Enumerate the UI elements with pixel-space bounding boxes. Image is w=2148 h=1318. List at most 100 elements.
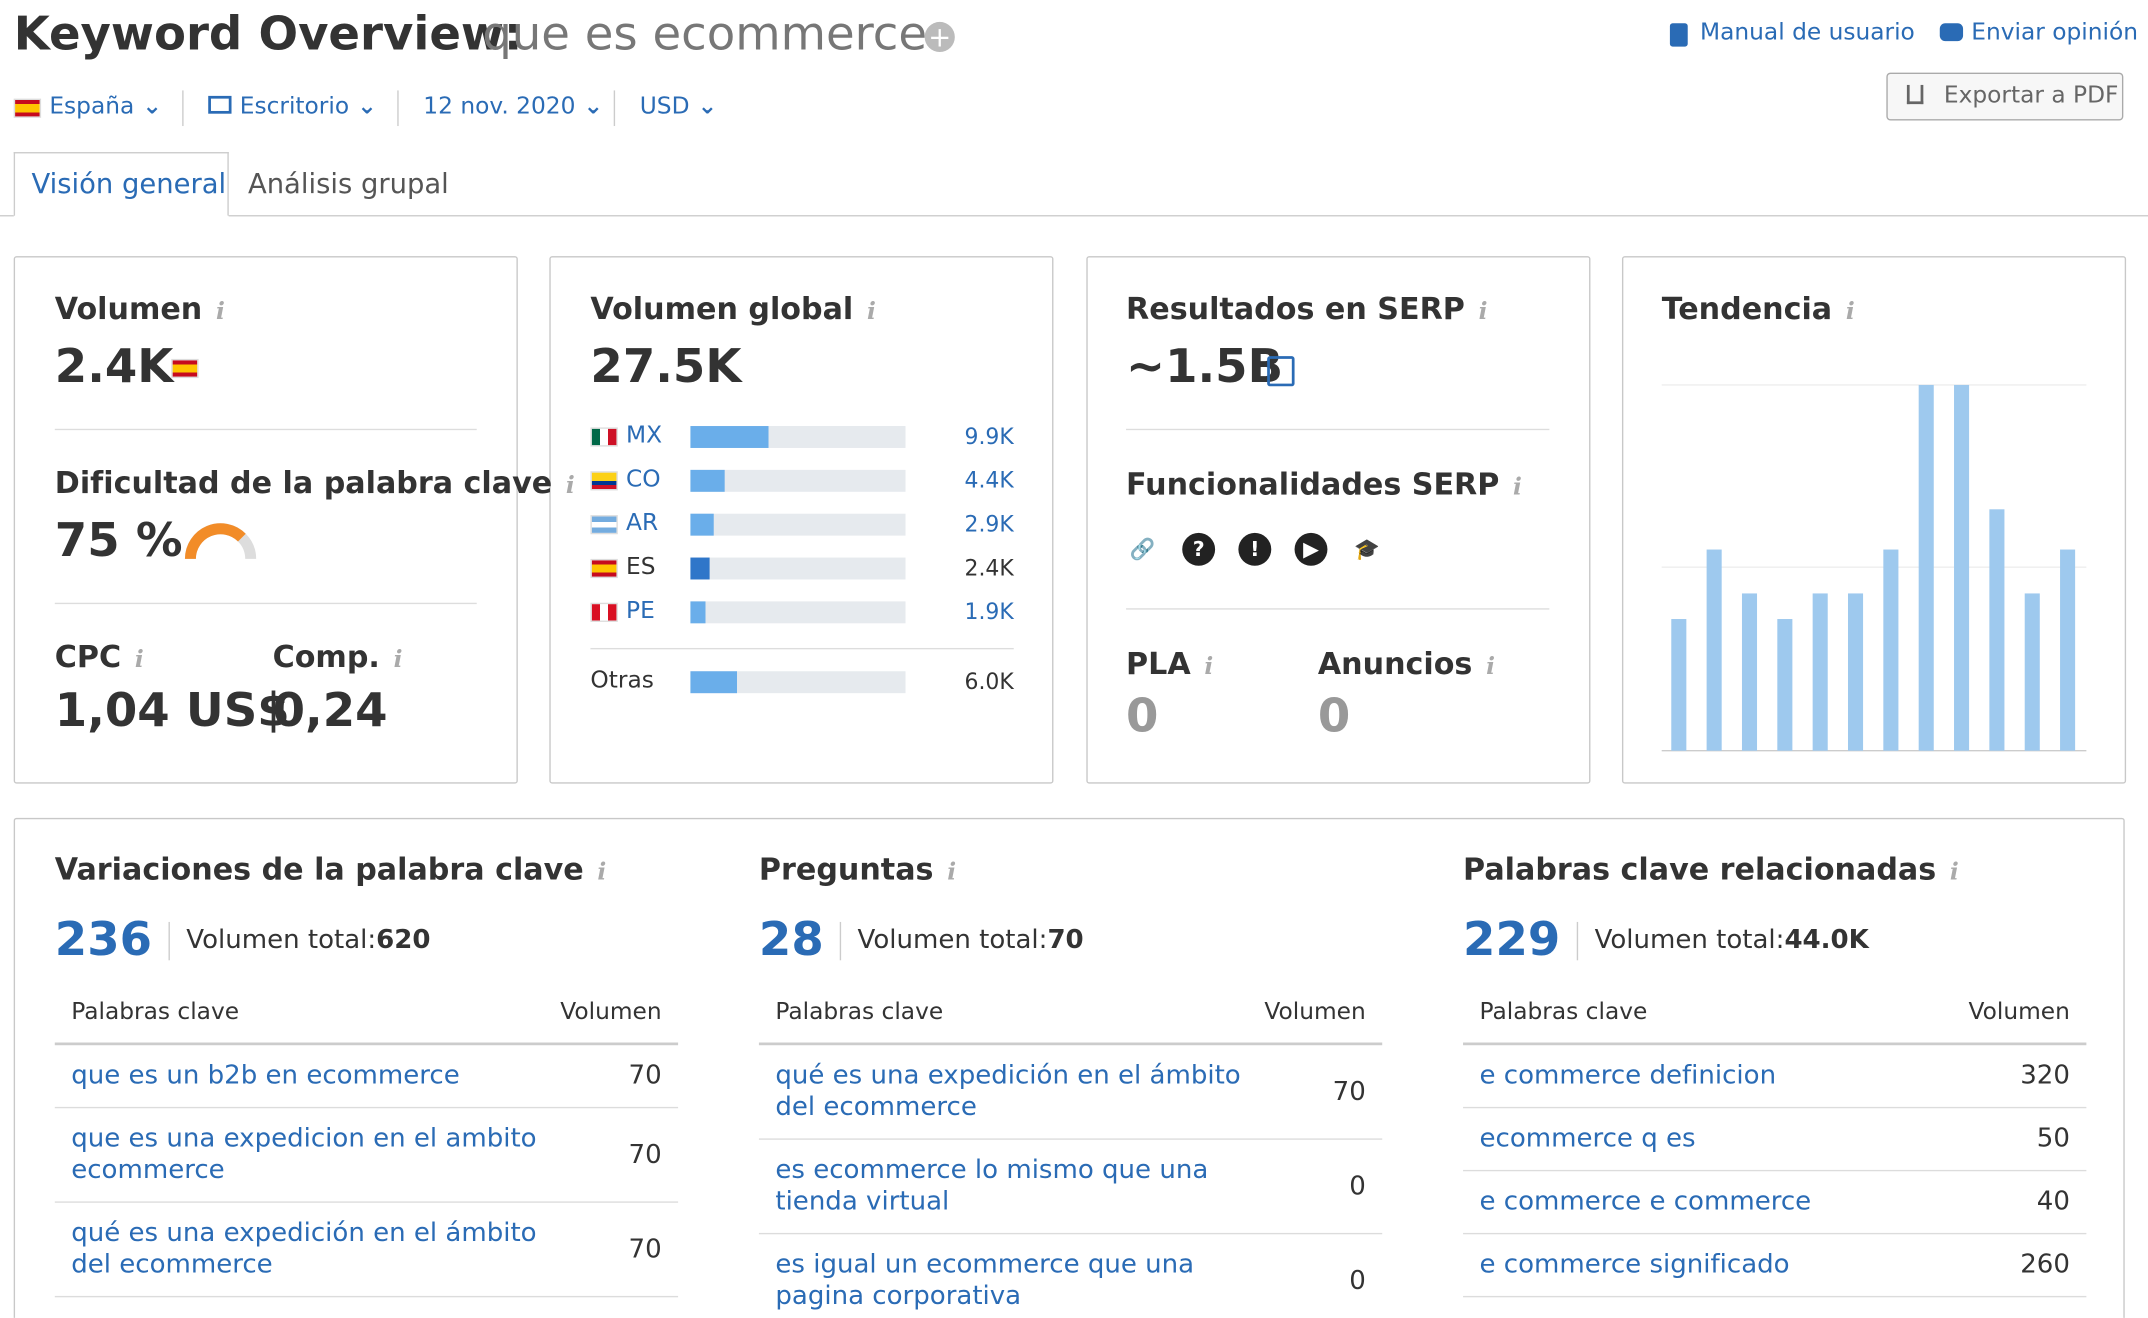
- info-icon[interactable]: i: [134, 647, 144, 675]
- card: [1621, 256, 2127, 784]
- country-code[interactable]: CO: [626, 466, 661, 494]
- tab[interactable]: Análisis grupal: [247, 166, 449, 200]
- keyword-table: Palabras clave Volumen que es un b2b en ec…: [54, 990, 679, 1298]
- filter[interactable]: 12 nov. 2020 ⌄: [423, 93, 604, 122]
- country-code[interactable]: PE: [626, 597, 655, 626]
- keyword-link[interactable]: qué es una expedición en el ámbito del e…: [71, 1217, 537, 1280]
- keyword-volume: 260: [2020, 1249, 2070, 1280]
- info-icon[interactable]: i: [1478, 299, 1488, 327]
- keyword-link[interactable]: e commerce definicion: [1479, 1060, 1777, 1091]
- column-header: Palabras clave: [71, 998, 240, 1027]
- card-label: Funcionalidades SERP i: [1126, 468, 1522, 504]
- keyword-link[interactable]: es igual un ecommerce que una pagina cor…: [775, 1249, 1195, 1311]
- card-label: PLA i: [1126, 648, 1214, 683]
- bar-track: [690, 671, 906, 694]
- country-code[interactable]: MX: [626, 422, 663, 450]
- card-label: Comp. i: [272, 641, 403, 676]
- trend-bar: [2060, 549, 2076, 751]
- keyword: que es ecommerce: [482, 6, 928, 62]
- trend-bar: [1989, 509, 2005, 751]
- country-code[interactable]: AR: [626, 510, 659, 538]
- export-button[interactable]: Exportar a PDF: [1886, 72, 2124, 121]
- table-row: qué es una expedición en el ámbito del e…: [758, 1045, 1383, 1140]
- info-icon[interactable]: i: [393, 647, 403, 675]
- tab[interactable]: Visión general: [31, 166, 227, 200]
- serp-feature-icon[interactable]: 🎓: [1354, 537, 1380, 562]
- table-row: es ecommerce lo mismo que una tienda vir…: [758, 1140, 1383, 1235]
- keyword-table: Palabras clave Volumen e commerce definici…: [1463, 990, 2087, 1298]
- help-link[interactable]: Manual de usuario: [1700, 19, 1915, 48]
- trend-bar: [1671, 619, 1687, 751]
- card-label: Dificultad de la palabra clave i: [54, 467, 575, 502]
- filter[interactable]: USD ⌄: [639, 93, 718, 122]
- add-icon[interactable]: +: [924, 21, 955, 53]
- card-value: 0: [1126, 688, 1159, 744]
- serp-feature-icon[interactable]: ?: [1182, 532, 1216, 566]
- info-icon[interactable]: i: [1486, 653, 1495, 682]
- column-header: Palabras clave: [1479, 998, 1648, 1027]
- panel-count[interactable]: 229: [1463, 912, 1561, 968]
- table-row: e commerce significado 260: [1463, 1234, 2087, 1298]
- info-icon[interactable]: i: [1845, 299, 1855, 327]
- serp-feature-icon[interactable]: !: [1238, 532, 1272, 566]
- chevron[interactable]: ⌄: [689, 93, 718, 122]
- keyword-volume: 70: [1332, 1076, 1366, 1107]
- card-label: Resultados en SERP i: [1126, 293, 1488, 328]
- card-value: 75 %: [54, 513, 183, 569]
- total-number: 44.0K: [1784, 924, 1869, 956]
- serp-feature-icon[interactable]: 🔗: [1129, 537, 1156, 562]
- card-value: 2.4K: [54, 339, 174, 395]
- panel-count[interactable]: 28: [758, 912, 824, 968]
- info-icon[interactable]: i: [866, 299, 876, 327]
- card-label: Variaciones de la palabra clave i: [54, 853, 607, 889]
- gauge-fill: [184, 523, 246, 560]
- info-icon[interactable]: i: [1513, 474, 1522, 502]
- info-icon[interactable]: i: [597, 859, 607, 887]
- trend-bar: [1918, 384, 1934, 751]
- total-label: Volumen total:620: [186, 924, 431, 956]
- info-icon[interactable]: i: [565, 473, 575, 501]
- chevron[interactable]: ⌄: [134, 93, 162, 122]
- keyword-link[interactable]: que es un b2b en ecommerce: [71, 1060, 460, 1091]
- table-row: que es un b2b en ecommerce 70: [54, 1045, 679, 1109]
- divider: [1126, 428, 1550, 431]
- info-icon[interactable]: i: [1949, 859, 1959, 887]
- separator: [397, 90, 399, 127]
- panel-count[interactable]: 236: [54, 912, 153, 968]
- export-icon: [1906, 84, 1924, 105]
- serp-feature-icon[interactable]: ▶: [1294, 532, 1328, 566]
- keyword-link[interactable]: e commerce significado: [1479, 1249, 1790, 1280]
- keyword-link[interactable]: qué es una expedición en el ámbito del e…: [775, 1060, 1241, 1122]
- trend-box: [1658, 370, 2096, 760]
- trend-bar: [1954, 384, 1970, 751]
- chevron[interactable]: ⌄: [575, 93, 604, 122]
- card: [13, 817, 2125, 1318]
- card-value: 0,24: [272, 683, 388, 739]
- separator: [839, 921, 842, 961]
- trend-bar: [1706, 549, 1722, 751]
- trend-bar: [1777, 619, 1793, 751]
- keyword-link[interactable]: es ecommerce lo mismo que una tienda vir…: [775, 1154, 1209, 1217]
- info-icon[interactable]: i: [215, 299, 225, 327]
- bar: [690, 513, 714, 536]
- total-number: 620: [376, 924, 431, 956]
- trend-bar: [1812, 593, 1828, 751]
- table-row: que es una expedicion en el ambito ecomm…: [54, 1108, 679, 1203]
- tab-active[interactable]: [13, 152, 229, 217]
- divider: [590, 647, 1014, 650]
- keyword-link[interactable]: que es una expedicion en el ambito ecomm…: [71, 1123, 537, 1185]
- filter[interactable]: España ⌄: [49, 93, 162, 122]
- trend-bar: [1741, 593, 1758, 751]
- keyword-volume: 50: [2036, 1123, 2070, 1154]
- info-icon[interactable]: i: [947, 859, 957, 887]
- info-icon[interactable]: i: [1204, 653, 1214, 682]
- chevron[interactable]: ⌄: [349, 93, 377, 122]
- card: [13, 256, 518, 784]
- trend-chart: [1661, 384, 2087, 752]
- filter[interactable]: Escritorio ⌄: [239, 93, 377, 122]
- keyword-link[interactable]: ecommerce q es: [1479, 1123, 1696, 1154]
- keyword-link[interactable]: e commerce e commerce: [1479, 1186, 1812, 1217]
- feedback-link[interactable]: Enviar opinión: [1971, 19, 2139, 48]
- card-label: CPC i: [54, 641, 144, 676]
- keyword-table: Palabras clave Volumen qué es una expedici…: [758, 990, 1383, 1317]
